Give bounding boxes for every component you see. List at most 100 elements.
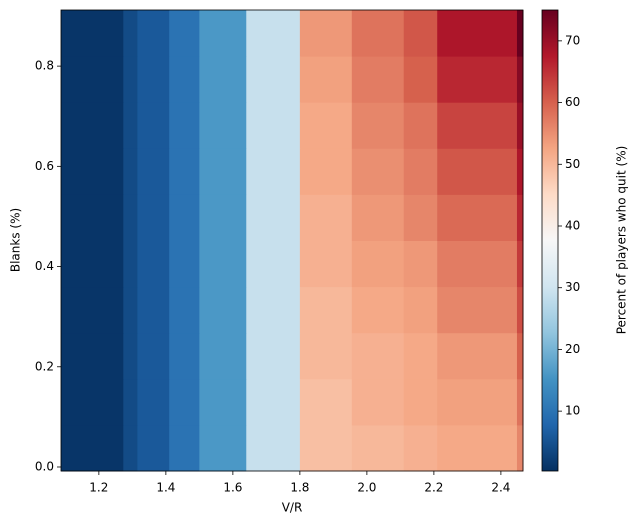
heatmap-cell (169, 148, 200, 195)
heatmap-cell (437, 240, 518, 288)
colorbar-tick-label: 20 (565, 342, 580, 356)
heatmap-cell (137, 194, 170, 241)
heatmap-cell (299, 240, 353, 288)
heatmap-cell (123, 240, 138, 288)
heatmap-cell (351, 240, 405, 288)
heatmap-cell (516, 10, 524, 57)
heatmap-cell (351, 378, 405, 426)
heatmap-cell (123, 194, 138, 241)
heatmap-cell (351, 332, 405, 380)
heatmap-cell (169, 102, 200, 149)
heatmap-cell (137, 240, 170, 288)
heatmap-cell (199, 378, 247, 426)
heatmap-cell (123, 56, 138, 103)
x-axis-label: V/R (282, 501, 303, 515)
heatmap-cell (123, 332, 138, 380)
heatmap-cell (61, 56, 124, 103)
heatmap-cell (403, 148, 438, 195)
heatmap-cell (351, 10, 405, 57)
colorbar-tick-label: 50 (565, 157, 580, 171)
plot-frame (60, 9, 524, 472)
heatmap-cell (199, 332, 247, 380)
x-tick-label: 2.0 (357, 481, 376, 495)
heatmap-cell (403, 102, 438, 149)
heatmap-cell (403, 56, 438, 103)
heatmap-cell (246, 10, 301, 57)
heatmap-cell (137, 56, 170, 103)
heatmap-cell (61, 194, 124, 241)
heatmap-cell (123, 10, 138, 57)
x-tick-label: 1.6 (223, 481, 242, 495)
heatmap-cell (299, 10, 353, 57)
heatmap-cell (169, 56, 200, 103)
heatmap-cell (123, 424, 138, 472)
heatmap-cell (351, 102, 405, 149)
heatmap-cell (61, 332, 124, 380)
heatmap-cell (516, 286, 524, 334)
heatmap-cell (199, 194, 247, 241)
heatmap-cell (169, 332, 200, 380)
heatmap-cell (299, 378, 353, 426)
heatmap-cell (61, 240, 124, 288)
heatmap-cell (199, 424, 247, 472)
heatmap-cell (246, 378, 301, 426)
colorbar-label: Percent of players who quit (%) (615, 146, 629, 335)
heatmap-cell (403, 332, 438, 380)
heatmap-cell (246, 148, 301, 195)
heatmap-cell (299, 286, 353, 334)
heatmap-cell (246, 56, 301, 103)
heatmap-cell (437, 194, 518, 241)
heatmap-cell (137, 424, 170, 472)
heatmap-cell (403, 286, 438, 334)
heatmap-cell (137, 148, 170, 195)
heatmap-cell (199, 286, 247, 334)
heatmap-cell (199, 148, 247, 195)
heatmap-cell (403, 10, 438, 57)
x-tick-label: 1.8 (290, 481, 309, 495)
heatmap-cell (351, 194, 405, 241)
y-tick-label: 0.8 (35, 59, 54, 73)
heatmap-cell (61, 148, 124, 195)
heatmap-cell (199, 102, 247, 149)
heatmap-cell (351, 286, 405, 334)
heatmap-cell (246, 286, 301, 334)
heatmap-cell (123, 378, 138, 426)
heatmap-cell (403, 240, 438, 288)
heatmap-cell (437, 378, 518, 426)
heatmap-cell (137, 286, 170, 334)
y-tick-label: 0.4 (35, 259, 54, 273)
heatmap-cell (246, 332, 301, 380)
heatmap-cell (123, 148, 138, 195)
heatmap-cell (199, 56, 247, 103)
y-tick-label: 0.2 (35, 359, 54, 373)
heatmap-cell (299, 194, 353, 241)
colorbar-tick-label: 60 (565, 95, 580, 109)
heatmap-cell (169, 286, 200, 334)
heatmap-cell (246, 424, 301, 472)
heatmap-cell (351, 424, 405, 472)
heatmap-cell (516, 240, 524, 288)
heatmap-cell (299, 332, 353, 380)
heatmap-cell (516, 378, 524, 426)
heatmap-cell (137, 332, 170, 380)
heatmap-cell (137, 378, 170, 426)
heatmap-cell (437, 148, 518, 195)
heatmap-cell (61, 424, 124, 472)
heatmap-cell (437, 286, 518, 334)
heatmap-cell (61, 286, 124, 334)
heatmap-cell (351, 56, 405, 103)
heatmap-cell (403, 194, 438, 241)
colorbar-tick-label: 10 (565, 404, 580, 418)
heatmap-cell (403, 378, 438, 426)
colorbar-tick-label: 40 (565, 218, 580, 232)
heatmap-cell (137, 102, 170, 149)
heatmap-cell (169, 10, 200, 57)
heatmap-cell (437, 332, 518, 380)
heatmap-cell (169, 424, 200, 472)
heatmap-cell (199, 10, 247, 57)
heatmap-cell (123, 102, 138, 149)
heatmap-cell (516, 56, 524, 103)
y-axis-label: Blanks (%) (9, 208, 23, 272)
colorbar (541, 9, 559, 472)
